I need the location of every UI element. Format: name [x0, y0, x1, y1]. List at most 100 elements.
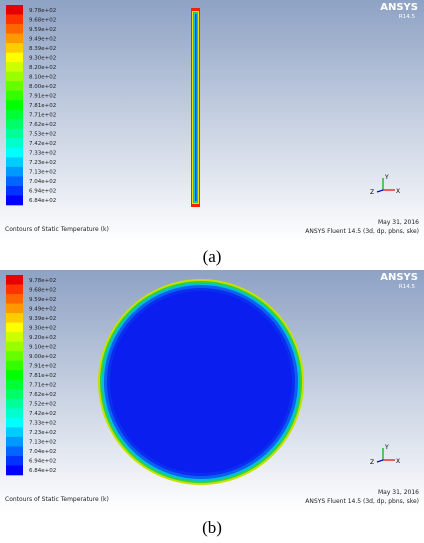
legend-swatch [6, 446, 23, 457]
logo: ANSYS [380, 272, 418, 283]
legend-label: 7.53e+02 [29, 132, 56, 138]
legend-swatch [6, 62, 23, 72]
caption: (a) [202, 247, 222, 266]
axis-label: Z [370, 459, 374, 466]
axis-label: Z [370, 189, 374, 196]
legend-label: 6.94e+02 [29, 189, 56, 195]
legend-label: 7.04e+02 [29, 449, 56, 455]
axis-label: X [396, 188, 400, 195]
legend-label: 9.39e+02 [29, 316, 56, 322]
legend-label: 8.10e+02 [29, 74, 56, 80]
legend-label: 7.62e+02 [29, 122, 56, 128]
plot-title: Contours of Static Temperature (k) [5, 496, 109, 503]
legend-label: 8.00e+02 [29, 84, 56, 90]
legend-swatch [6, 71, 23, 82]
date: May 31, 2016 [378, 219, 419, 226]
solver: ANSYS Fluent 14.5 (3d, dp, pbns, ske) [305, 228, 419, 235]
version: R14.5 [399, 14, 416, 20]
date: May 31, 2016 [378, 489, 419, 496]
legend-label: 6.84e+02 [29, 468, 56, 474]
legend-label: 9.20e+02 [29, 335, 56, 341]
axis-z [376, 459, 384, 463]
legend-label: 7.42e+02 [29, 411, 56, 417]
legend-swatch [6, 322, 23, 333]
legend-label: 9.30e+02 [29, 55, 56, 61]
contour-ring [110, 291, 292, 473]
axis-label: Y [384, 444, 389, 451]
legend-label: 9.68e+02 [29, 287, 56, 293]
version: R14.5 [399, 284, 416, 290]
legend-swatch [6, 147, 23, 158]
legend-swatch [6, 389, 23, 400]
legend-label: 7.81e+02 [29, 103, 56, 109]
legend-label: 9.10e+02 [29, 344, 56, 350]
logo: ANSYS [380, 2, 418, 13]
legend-label: 7.71e+02 [29, 113, 56, 119]
legend-label: 6.94e+02 [29, 459, 56, 465]
legend-label: 9.78e+02 [29, 278, 56, 284]
legend-swatch [6, 128, 23, 139]
background [0, 0, 424, 242]
legend-swatch [6, 408, 23, 419]
contour-panel: 9.78e+02 9.68e+02 9.59e+02 9.49e+02 8.39e+02… [0, 0, 424, 242]
legend-label: 7.81e+02 [29, 373, 56, 379]
legend-swatch [6, 166, 23, 177]
legend-swatch [6, 275, 23, 285]
strip [195, 14, 197, 201]
legend-label: 7.33e+02 [29, 151, 56, 157]
legend-label: 9.49e+02 [29, 306, 56, 312]
legend-swatch [6, 313, 23, 323]
legend-label: 7.23e+02 [29, 430, 56, 436]
legend-label: 9.59e+02 [29, 297, 56, 303]
legend-swatch [6, 436, 23, 447]
legend-swatch [6, 360, 23, 371]
legend-swatch [6, 24, 23, 34]
legend-swatch [6, 138, 23, 149]
legend-label: 9.68e+02 [29, 17, 56, 23]
legend-label: 7.91e+02 [29, 93, 56, 99]
legend-swatch [6, 14, 23, 25]
legend-label: 9.49e+02 [29, 36, 56, 42]
legend-swatch [6, 90, 23, 101]
legend-swatch [6, 5, 23, 15]
legend-label: 9.30e+02 [29, 325, 56, 331]
legend-swatch [6, 398, 23, 409]
legend-swatch [6, 119, 23, 130]
legend-swatch [6, 157, 23, 168]
legend-label: 7.13e+02 [29, 170, 56, 176]
legend-label: 8.39e+02 [29, 46, 56, 52]
legend-swatch [6, 427, 23, 438]
contour-panel: 9.78e+02 9.68e+02 9.59e+02 9.49e+02 9.39e+02… [0, 270, 424, 512]
legend-swatch [6, 341, 23, 352]
axis-z [376, 189, 384, 193]
legend-swatch [6, 370, 23, 381]
legend-swatch [6, 455, 23, 466]
legend-label: 7.71e+02 [29, 383, 56, 389]
axis-label: X [396, 458, 400, 465]
legend-swatch [6, 332, 23, 342]
legend-swatch [6, 43, 23, 53]
legend-swatch [6, 351, 23, 362]
legend-label: 7.04e+02 [29, 179, 56, 185]
legend-swatch [6, 176, 23, 187]
legend-swatch [6, 379, 23, 390]
legend-swatch [6, 303, 23, 314]
legend-label: 9.00e+02 [29, 354, 56, 360]
legend-swatch [6, 195, 23, 206]
legend-label: 8.20e+02 [29, 65, 56, 71]
legend-label: 7.42e+02 [29, 141, 56, 147]
legend-swatch [6, 417, 23, 428]
legend-swatch [6, 185, 23, 196]
legend-swatch [6, 294, 23, 304]
plot-title: Contours of Static Temperature (k) [5, 226, 109, 233]
legend-swatch [6, 33, 23, 44]
legend-swatch [6, 109, 23, 120]
legend-label: 7.91e+02 [29, 363, 56, 369]
legend-label: 7.52e+02 [29, 402, 56, 408]
legend-swatch [6, 100, 23, 111]
legend-label: 7.13e+02 [29, 440, 56, 446]
legend-label: 7.33e+02 [29, 421, 56, 427]
legend-swatch [6, 81, 23, 92]
legend-label: 6.84e+02 [29, 198, 56, 204]
legend-label: 9.59e+02 [29, 27, 56, 33]
